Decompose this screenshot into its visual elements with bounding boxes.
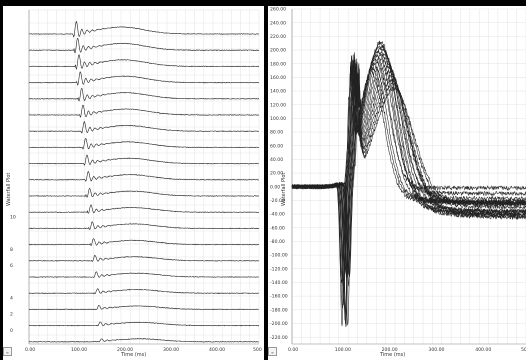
x-tick-label: 300.00 xyxy=(163,347,179,353)
waterfall-trace xyxy=(28,104,260,118)
y-tick-label: -200.00 xyxy=(270,321,288,327)
x-tick-label: 100.00 xyxy=(335,347,351,353)
trace-label: 0 xyxy=(10,328,13,334)
stacked-traces-svg: 0.00 100.00 200.00 300.00 400.00 500 Time (ms)… xyxy=(6,9,262,358)
y-tick-label: 100.00 xyxy=(270,116,286,122)
x-tick-label: 500 xyxy=(253,347,262,353)
overlay-trace xyxy=(291,56,526,279)
y-tick-label: -100.00 xyxy=(270,253,288,259)
y-tick-label: 180.00 xyxy=(270,61,286,67)
waterfall-trace xyxy=(28,254,260,262)
trace-label: 8 xyxy=(10,247,13,253)
y-tick-label: -120.00 xyxy=(270,266,288,272)
y-tick-label: 60.00 xyxy=(270,143,283,149)
waterfall-trace xyxy=(28,154,260,166)
y-tick-label: -60.00 xyxy=(270,225,285,231)
y-tick-label: -80.00 xyxy=(270,239,285,245)
x-tick-label: 0.00 xyxy=(25,347,35,353)
waterfall-trace xyxy=(28,338,260,343)
waterfall-trace xyxy=(28,71,260,86)
overlay-trace xyxy=(291,58,526,309)
zoom-icon[interactable]: ∞ xyxy=(3,347,12,356)
waterfall-trace xyxy=(28,187,260,198)
y-tick-label: 80.00 xyxy=(270,130,283,136)
y-tick-label: 0.00 xyxy=(270,184,280,190)
overlay-trace xyxy=(291,72,526,287)
trace-label: 4 xyxy=(10,295,13,301)
overlay-trace xyxy=(291,53,526,282)
waterfall-trace xyxy=(29,20,259,38)
y-tick-label: -220.00 xyxy=(270,335,288,341)
trace-label: 10 xyxy=(10,214,16,220)
y-tick-label: 140.00 xyxy=(270,89,286,95)
waterfall-trace xyxy=(28,88,260,102)
overlay-trace xyxy=(291,40,526,274)
waterfall-trace xyxy=(28,321,260,327)
y-tick-label: -20.00 xyxy=(270,198,285,204)
waterfall-trace xyxy=(29,121,260,134)
overlay-trace xyxy=(291,57,526,279)
y-tick-label: -180.00 xyxy=(270,307,288,313)
waterfall-overlay-plot: 260.00 240.00 220.00 200.00 180.00 160.00 140.… xyxy=(268,6,526,360)
waterfall-trace xyxy=(28,204,260,214)
waterfall-trace xyxy=(28,221,260,230)
x-axis-label: Time (ms) xyxy=(379,352,405,358)
waterfall-trace xyxy=(28,54,260,70)
y-axis-label: Waterfall Plot xyxy=(6,173,12,206)
y-tick-label: -140.00 xyxy=(270,280,288,286)
y-tick-label: 40.00 xyxy=(270,157,283,163)
y-tick-label: 120.00 xyxy=(270,102,286,108)
overlay-trace xyxy=(291,68,526,277)
x-tick-label: 400.00 xyxy=(209,347,225,353)
trace-label: 2 xyxy=(10,312,13,318)
overlay-trace xyxy=(291,49,526,306)
x-tick-label: 0.00 xyxy=(288,347,298,353)
waterfall-trace xyxy=(29,170,260,182)
x-tick-label: 50 xyxy=(521,347,526,353)
waterfall-trace xyxy=(28,138,260,150)
y-tick-label: 260.00 xyxy=(270,7,286,13)
waterfall-trace xyxy=(28,38,260,54)
y-tick-label: 200.00 xyxy=(270,48,286,54)
x-tick-label: 300.00 xyxy=(428,347,444,353)
y-tick-label: -40.00 xyxy=(270,212,285,218)
overlay-trace xyxy=(291,52,526,327)
y-tick-label: -160.00 xyxy=(270,294,288,300)
waterfall-stacked-plot: 0.00 100.00 200.00 300.00 400.00 500 Time (ms)… xyxy=(3,6,264,360)
x-tick-label: 200.00 xyxy=(117,347,133,353)
y-tick-label: 220.00 xyxy=(270,34,286,40)
zoom-icon[interactable]: ∞ xyxy=(268,347,277,356)
waterfall-trace xyxy=(28,238,260,246)
y-tick-label: 160.00 xyxy=(270,75,286,81)
overlay-trace xyxy=(291,60,526,273)
trace-label: 6 xyxy=(10,263,13,269)
x-tick-label: 100.00 xyxy=(71,347,87,353)
y-axis-label: Waterfall Plot xyxy=(281,173,287,206)
x-tick-label: 200.00 xyxy=(382,347,398,353)
y-tick-label: 240.00 xyxy=(270,20,286,26)
overlay-trace xyxy=(291,45,526,322)
x-axis-label: Time (ms) xyxy=(120,352,146,358)
waterfall-trace xyxy=(28,271,260,279)
y-tick-label: 20.00 xyxy=(270,171,283,177)
waterfall-trace xyxy=(28,288,259,295)
overlay-traces-svg: 260.00 240.00 220.00 200.00 180.00 160.00 140.… xyxy=(270,7,526,358)
waterfall-trace xyxy=(28,305,259,311)
x-tick-label: 400.00 xyxy=(475,347,491,353)
